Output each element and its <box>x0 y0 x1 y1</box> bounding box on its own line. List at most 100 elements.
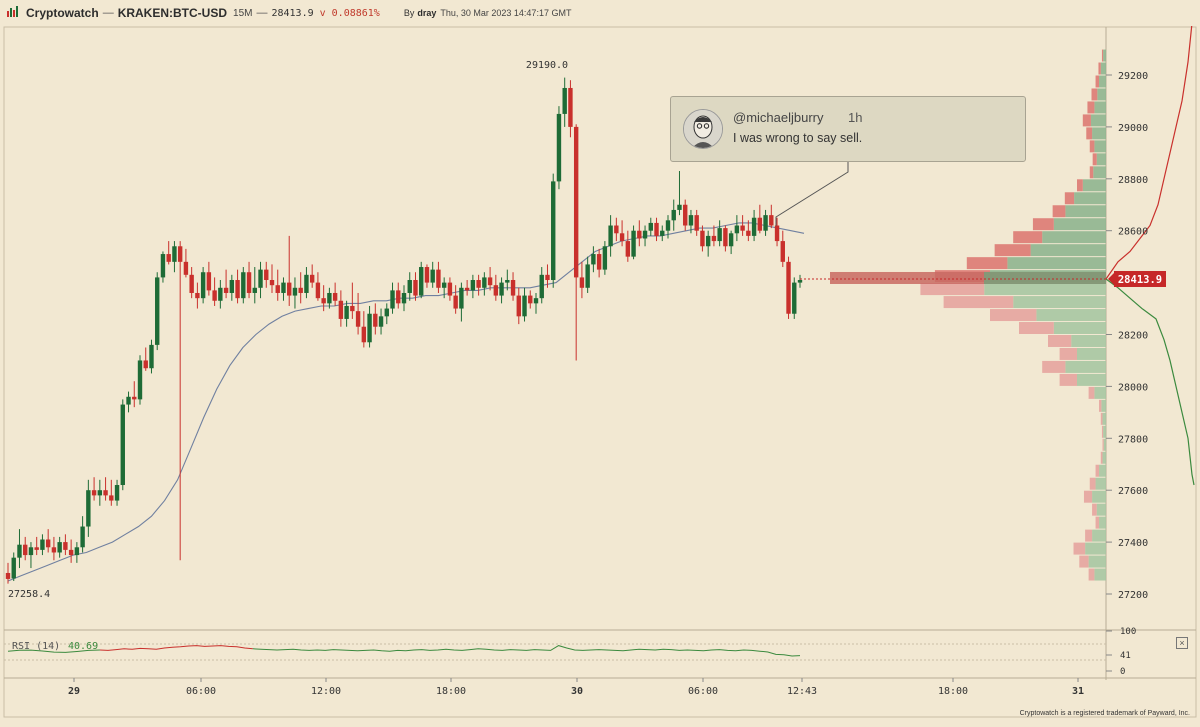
profile-bar-ask <box>1102 412 1106 425</box>
candle-body <box>172 246 177 262</box>
candle-body <box>470 280 476 291</box>
profile-bar-ask <box>1053 218 1106 231</box>
current-price-arrow <box>1108 272 1114 285</box>
profile-bar-ask <box>1103 438 1106 451</box>
candle-body <box>269 280 275 286</box>
profile-bar-ask <box>1095 477 1106 490</box>
candle-body <box>344 305 349 319</box>
candle-body <box>350 305 355 312</box>
profile-bar-bid <box>1013 231 1043 244</box>
candle-body <box>292 287 298 296</box>
candle-body <box>287 282 292 296</box>
candle-body <box>5 572 11 579</box>
candle-body <box>642 230 648 239</box>
ask-depth-curve <box>1105 23 1193 280</box>
candle-body <box>28 547 34 556</box>
current-price-row-ask <box>984 271 1106 284</box>
volume-profile <box>830 49 1106 581</box>
profile-bar-bid <box>1077 179 1083 192</box>
profile-bar-ask <box>1013 296 1106 309</box>
profile-bar-ask <box>1065 360 1106 373</box>
candle-body <box>57 542 62 553</box>
candle-body <box>396 290 401 304</box>
header-separator: — <box>102 7 114 19</box>
profile-bar-bid <box>1089 166 1094 179</box>
candles <box>5 77 803 584</box>
price-tick-label: 28600 <box>1118 227 1148 238</box>
header-price: 28413.9 <box>271 7 314 19</box>
time-tick-label: 18:00 <box>436 686 466 697</box>
candle-body <box>700 230 705 247</box>
candle-body <box>711 235 717 242</box>
candle-body <box>23 544 28 556</box>
candle-body <box>160 254 166 278</box>
rsi-axis-label: 0 <box>1120 667 1125 677</box>
candle-body <box>740 225 745 231</box>
candle-body <box>419 267 424 296</box>
profile-bar-bid <box>1079 555 1089 568</box>
candle-body <box>17 544 22 558</box>
profile-bar-ask <box>1103 49 1106 62</box>
candle-body <box>74 547 80 556</box>
interval-label[interactable]: 15M <box>233 7 253 19</box>
candle-body <box>539 274 544 299</box>
profile-bar-bid <box>1064 192 1075 205</box>
profile-bar-ask <box>1100 62 1106 75</box>
chart-area[interactable]: 29200 29000 28800 28600 28200 28000 27800 27600… <box>0 23 1200 722</box>
profile-bar-bid <box>1059 347 1077 360</box>
time-tick-label: 18:00 <box>938 686 968 697</box>
avatar-icon[interactable] <box>683 109 723 149</box>
chart-border <box>3 26 1197 718</box>
close-icon[interactable]: × <box>1176 637 1188 649</box>
candle-body <box>63 542 68 550</box>
cryptowatch-logo-icon[interactable] <box>6 5 20 22</box>
profile-bar-ask <box>1099 516 1106 529</box>
rsi-line-start <box>7 649 101 653</box>
profile-bar-bid <box>966 257 1008 270</box>
time-tick-label: 31 <box>1072 686 1084 697</box>
candle-body <box>235 280 240 299</box>
candle-body <box>436 269 441 288</box>
profile-bar-bid <box>1098 62 1101 75</box>
candle-body <box>602 246 608 270</box>
profile-bar-bid <box>1100 412 1103 425</box>
time-tick-label: 29 <box>68 686 80 697</box>
candle-body <box>68 549 74 556</box>
profile-bar-ask <box>1030 244 1106 257</box>
candle-body <box>723 228 728 247</box>
profile-bar-bid <box>1048 335 1072 347</box>
candle-body <box>562 87 567 114</box>
candle-body <box>120 404 125 486</box>
profile-bar-ask <box>1053 322 1106 334</box>
candle-body <box>516 295 521 317</box>
candle-body <box>637 230 642 239</box>
profile-bar-bid <box>1073 542 1086 555</box>
candle-body <box>355 311 361 327</box>
profile-bar-ask <box>1071 335 1106 347</box>
candle-body <box>556 113 562 182</box>
profile-bar-bid <box>1032 218 1054 231</box>
candle-body <box>155 277 160 345</box>
profile-bar-bid <box>1042 360 1066 373</box>
profile-bar-ask <box>1092 127 1106 140</box>
tweet-card[interactable]: @michaeljburry 1h I was wrong to say sel… <box>670 96 1026 162</box>
price-tick-label: 29000 <box>1118 123 1148 134</box>
profile-bar-bid <box>1102 438 1104 451</box>
candle-body <box>619 233 625 242</box>
profile-bar-ask <box>1099 464 1106 477</box>
rsi-line <box>252 645 801 657</box>
chart-header: Cryptowatch — KRAKEN:BTC-USD 15M — 28413… <box>0 0 1200 26</box>
candle-body <box>769 215 774 226</box>
candle-body <box>441 282 447 288</box>
tweet-handle[interactable]: @michaeljburry <box>733 110 824 125</box>
candle-body <box>384 308 389 317</box>
candle-body <box>671 209 676 221</box>
candle-body <box>327 292 332 304</box>
price-chart[interactable]: 29200 29000 28800 28600 28200 28000 27800 27600… <box>0 23 1200 722</box>
time-tick-label: 06:00 <box>186 686 216 697</box>
profile-bar-bid <box>1087 101 1095 114</box>
candle-body <box>91 490 97 496</box>
candle-body <box>40 539 45 550</box>
tweet-age: 1h <box>848 110 863 125</box>
candle-body <box>453 295 458 309</box>
